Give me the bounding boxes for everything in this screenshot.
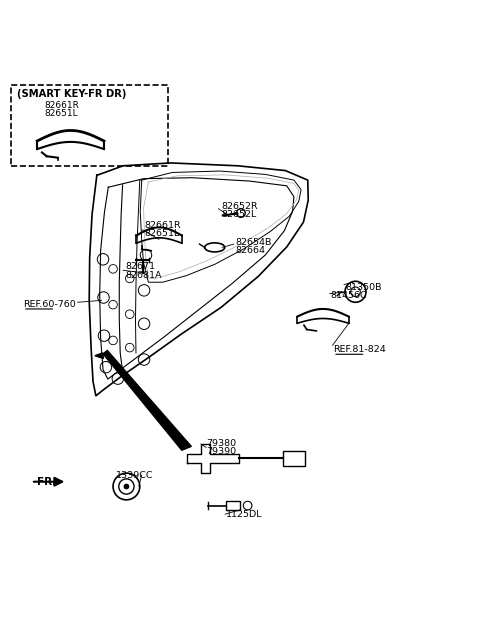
Circle shape xyxy=(123,483,129,489)
Text: 82651L: 82651L xyxy=(44,110,78,118)
Polygon shape xyxy=(103,350,192,450)
Text: 82664: 82664 xyxy=(235,246,265,255)
Text: 82661R: 82661R xyxy=(44,101,79,110)
Text: 81456C: 81456C xyxy=(331,291,367,300)
Text: 82652R: 82652R xyxy=(221,202,258,211)
Text: 82681A: 82681A xyxy=(125,271,162,280)
Text: 79380: 79380 xyxy=(206,439,237,448)
Text: 82652L: 82652L xyxy=(221,210,256,219)
Bar xyxy=(283,451,305,466)
Text: FR.: FR. xyxy=(37,476,57,487)
Text: 82651L: 82651L xyxy=(144,229,180,238)
Text: 82671: 82671 xyxy=(125,262,156,271)
Text: (SMART KEY-FR DR): (SMART KEY-FR DR) xyxy=(17,89,126,99)
Text: 1125DL: 1125DL xyxy=(226,510,262,519)
Text: REF.60-760: REF.60-760 xyxy=(23,299,76,309)
Polygon shape xyxy=(95,353,104,359)
Bar xyxy=(226,501,240,510)
Bar xyxy=(11,85,168,166)
Text: 82661R: 82661R xyxy=(144,221,181,230)
Text: 1339CC: 1339CC xyxy=(116,471,154,480)
Text: 82654B: 82654B xyxy=(235,238,272,247)
Text: 81350B: 81350B xyxy=(345,283,382,292)
Text: 79390: 79390 xyxy=(206,447,237,456)
Text: REF.81-824: REF.81-824 xyxy=(333,345,386,354)
